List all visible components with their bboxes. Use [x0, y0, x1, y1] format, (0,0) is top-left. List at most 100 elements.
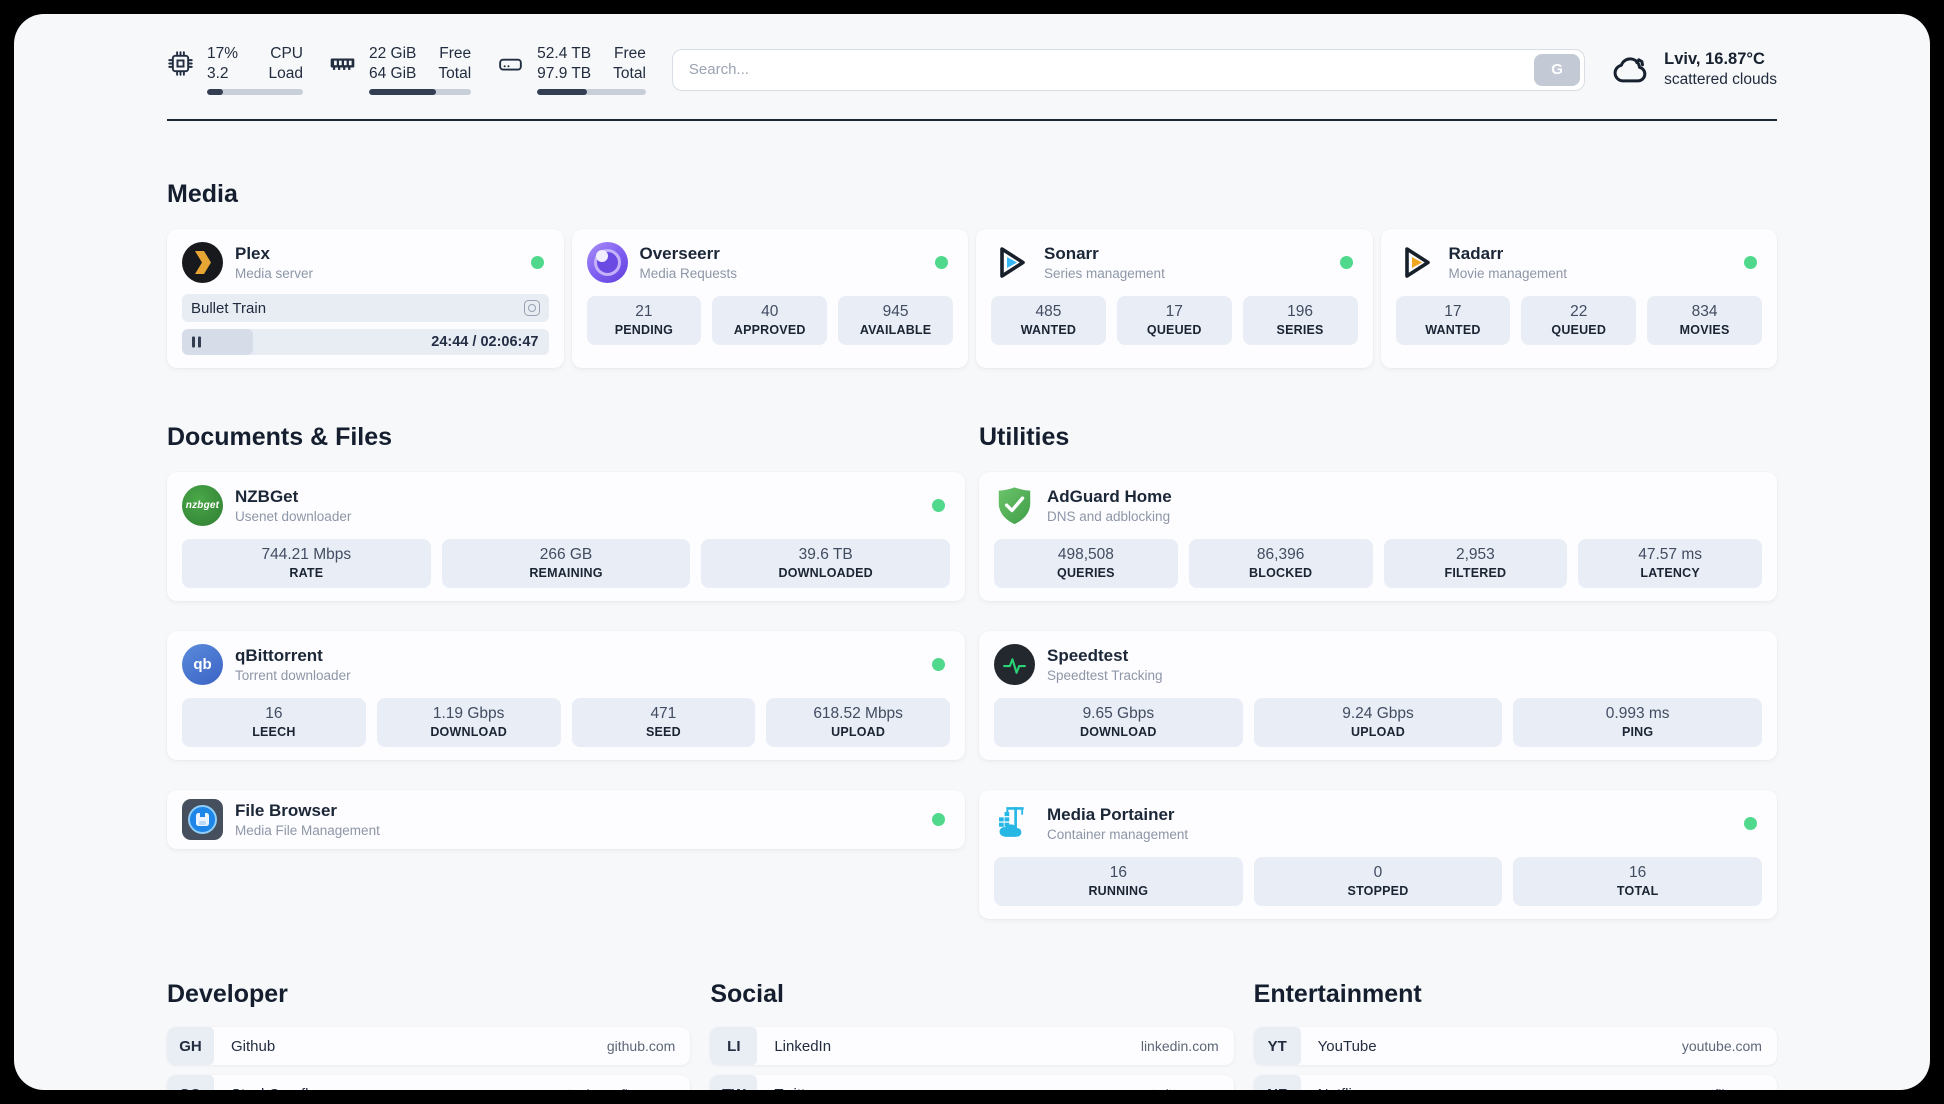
stat-queued: 17 QUEUED [1116, 296, 1232, 345]
app-name: AdGuard Home [1047, 487, 1172, 506]
dashboard-page: 17% 3.2 CPU Load [14, 14, 1930, 1090]
cloud-icon [1613, 56, 1647, 82]
stat-leech: 16 LEECH [182, 698, 366, 747]
stat-queries: 498,508 QUERIES [994, 539, 1178, 588]
section-developer: Developer GH Github github.com SO StackO… [167, 979, 691, 1091]
link-name: Twitter [774, 1086, 818, 1091]
qbittorrent-icon: qb [182, 644, 223, 685]
section-title-media: Media [167, 180, 238, 208]
app-name: Plex [235, 244, 270, 263]
disk-icon [499, 58, 522, 71]
stat-available: 945 AVAILABLE [838, 296, 953, 345]
stat-filtered: 2,953 FILTERED [1383, 539, 1568, 588]
stat-upload: 9.24 Gbps UPLOAD [1253, 698, 1503, 747]
link-linkedin[interactable]: LI LinkedIn linkedin.com [710, 1027, 1234, 1065]
playback-progress: 24:44 / 02:06:47 [182, 329, 549, 355]
cpu-values: 17% 3.2 [207, 45, 239, 82]
weather-widget: Lviv, 16.87°C scattered clouds [1611, 49, 1777, 90]
stat-stopped: 0 STOPPED [1253, 857, 1503, 906]
pause-icon [192, 336, 201, 348]
app-name: File Browser [235, 801, 338, 820]
section-title-documents: Documents & Files [167, 423, 393, 451]
link-stackoverflow[interactable]: SO StackOverflow stackoverflow.com [167, 1075, 691, 1091]
app-name: Overseerr [639, 244, 720, 263]
app-subtitle: Torrent downloader [235, 668, 351, 683]
link-initials: TW [710, 1075, 758, 1090]
search-engine-button[interactable]: G [1534, 53, 1581, 86]
playback-time: 24:44 / 02:06:47 [431, 334, 539, 350]
app-subtitle: Media Requests [639, 266, 738, 281]
status-dot [530, 256, 544, 269]
status-dot [1744, 256, 1757, 269]
app-card-adguard[interactable]: AdGuard Home DNS and adblocking 498,508 Q… [979, 472, 1777, 601]
app-subtitle: Movie management [1448, 266, 1568, 281]
now-playing-row: Bullet Train [182, 294, 549, 322]
link-twitter[interactable]: TW Twitter twitter.com [710, 1075, 1234, 1091]
ram-labels: Free Total [438, 45, 472, 82]
stat-total: 16 TOTAL [1513, 857, 1762, 906]
ram-icon [330, 58, 355, 70]
stat-latency: 47.57 ms LATENCY [1578, 539, 1762, 588]
status-dot [1339, 256, 1353, 269]
search-input[interactable] [671, 48, 1586, 91]
stat-downloaded: 39.6 TB DOWNLOADED [701, 539, 950, 588]
app-card-filebrowser[interactable]: File Browser Media File Management [167, 790, 965, 849]
app-card-nzbget[interactable]: nzbget NZBGet Usenet downloader 744.21 M… [167, 472, 965, 601]
filebrowser-icon [182, 799, 223, 840]
portainer-icon [994, 803, 1035, 844]
section-documents: Documents & Files nzbget NZBGet Usenet d… [167, 422, 965, 919]
stat-approved: 40 APPROVED [712, 296, 828, 345]
overseerr-icon [586, 242, 628, 283]
now-playing-title: Bullet Train [191, 299, 267, 317]
stat-movies: 834 MOVIES [1647, 296, 1762, 345]
header-divider [167, 119, 1777, 121]
top-bar: 17% 3.2 CPU Load [167, 44, 1777, 95]
section-title-developer: Developer [167, 980, 288, 1008]
section-entertainment: Entertainment YT YouTube youtube.com NF … [1253, 979, 1777, 1091]
app-subtitle: Series management [1044, 266, 1165, 281]
section-media: Media Plex Media server [167, 179, 1777, 368]
disk-monitor: 52.4 TB 97.9 TB Free Total [497, 44, 646, 95]
link-name: LinkedIn [774, 1037, 832, 1055]
speedtest-icon [994, 644, 1035, 685]
link-url: youtube.com [1681, 1038, 1762, 1054]
link-name: StackOverflow [231, 1086, 328, 1091]
link-initials: LI [710, 1027, 758, 1065]
section-title-utilities: Utilities [979, 423, 1070, 451]
stat-ping: 0.993 ms PING [1513, 698, 1762, 747]
app-card-speedtest[interactable]: Speedtest Speedtest Tracking 9.65 Gbps DO… [979, 631, 1777, 760]
link-name: Netflix [1318, 1086, 1360, 1091]
sonarr-icon [991, 242, 1032, 283]
app-card-portainer[interactable]: Media Portainer Container management 16 R… [979, 790, 1777, 919]
app-card-plex[interactable]: Plex Media server Bullet Train 24:44 / 0… [167, 229, 564, 368]
ram-values: 22 GiB 64 GiB [369, 45, 417, 82]
app-card-sonarr[interactable]: Sonarr Series management 485 WANTED 17 QUE… [976, 229, 1373, 368]
link-initials: SO [167, 1075, 214, 1090]
status-dot [932, 499, 945, 512]
app-card-overseerr[interactable]: Overseerr Media Requests 21 PENDING 40 APP… [571, 229, 968, 368]
disc-icon [523, 300, 540, 316]
app-name: Radarr [1448, 244, 1504, 263]
stat-seed: 471 SEED [571, 698, 756, 747]
status-dot [935, 256, 948, 269]
disk-values: 52.4 TB 97.9 TB [537, 45, 592, 82]
stat-blocked: 86,396 BLOCKED [1188, 539, 1373, 588]
link-youtube[interactable]: YT YouTube youtube.com [1253, 1027, 1777, 1065]
nzbget-icon: nzbget [182, 485, 223, 526]
app-subtitle: Usenet downloader [235, 509, 352, 524]
stat-download: 1.19 Gbps DOWNLOAD [376, 698, 561, 747]
link-url: github.com [606, 1038, 676, 1054]
link-name: YouTube [1317, 1037, 1377, 1055]
section-title-entertainment: Entertainment [1253, 980, 1422, 1008]
link-netflix[interactable]: NF Netflix netflix.com [1253, 1075, 1777, 1091]
app-subtitle: Container management [1047, 827, 1189, 842]
link-github[interactable]: GH Github github.com [167, 1027, 691, 1065]
stat-remaining: 266 GB REMAINING [441, 539, 691, 588]
status-dot [932, 813, 945, 826]
stat-upload: 618.52 Mbps UPLOAD [766, 698, 950, 747]
ram-progress [369, 89, 472, 95]
app-subtitle: Speedtest Tracking [1047, 668, 1163, 683]
app-card-radarr[interactable]: Radarr Movie management 17 WANTED 22 QUEUE… [1380, 229, 1777, 368]
app-name: NZBGet [235, 487, 299, 506]
app-card-qbittorrent[interactable]: qb qBittorrent Torrent downloader 16 LEEC… [167, 631, 965, 760]
